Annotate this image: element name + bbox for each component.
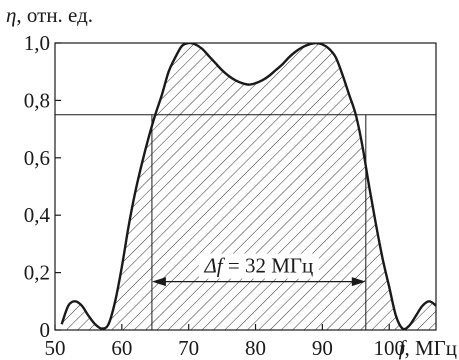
x-ticks: 50 60 70 80 90 100 bbox=[45, 324, 405, 360]
x-tick-label: 60 bbox=[111, 336, 132, 360]
x-tick-label: 70 bbox=[178, 336, 199, 360]
y-tick-label: 0,8 bbox=[24, 88, 50, 112]
y-axis-label: η, отн. ед. bbox=[6, 3, 93, 27]
y-tick-label: 1,0 bbox=[24, 31, 50, 55]
plot-frame bbox=[54, 42, 437, 331]
response-curve bbox=[60, 43, 436, 330]
bandwidth-label: Δf = 32 МГц bbox=[203, 254, 313, 278]
y-tick-label: 0 bbox=[40, 318, 51, 342]
y-tick-label: 0,4 bbox=[24, 203, 51, 227]
annotation-background bbox=[198, 253, 319, 279]
x-tick-label: 100 bbox=[373, 336, 405, 360]
x-tick-label: 50 bbox=[45, 336, 66, 360]
arrow-left-head bbox=[151, 277, 166, 287]
y-tick-label: 0,6 bbox=[24, 146, 50, 170]
x-tick-label: 80 bbox=[245, 336, 266, 360]
y-tick-label: 0,2 bbox=[24, 261, 50, 285]
x-axis-label: f, МГц bbox=[399, 336, 457, 360]
y-ticks: 0 0,2 0,4 0,6 0,8 1,0 bbox=[24, 31, 61, 342]
x-tick-label: 90 bbox=[312, 336, 333, 360]
arrow-right-head bbox=[351, 277, 366, 287]
